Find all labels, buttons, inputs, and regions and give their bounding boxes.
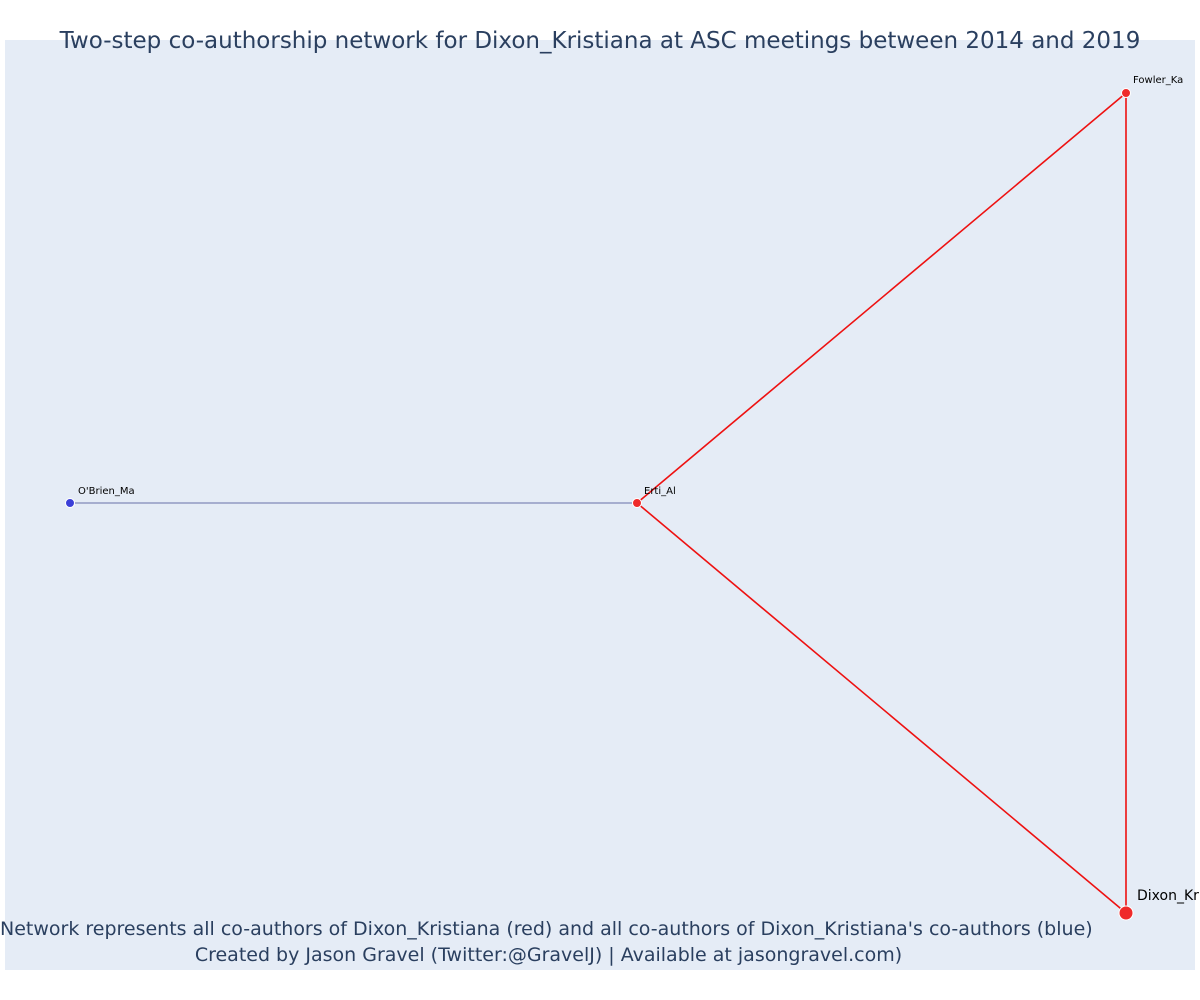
node-label-fowler-ka: Fowler_Ka — [1133, 75, 1183, 86]
node-label-erti-al: Erti_Al — [644, 486, 676, 497]
node-o-brien-ma[interactable] — [65, 498, 75, 508]
caption-line-2: Created by Jason Gravel (Twitter:@Gravel… — [194, 944, 903, 966]
plot-area — [5, 40, 1195, 970]
node-label-dixon-kristiana: Dixon_Kr — [1137, 888, 1199, 904]
node-dixon-kristiana[interactable] — [1118, 905, 1134, 921]
edge-erti-al-fowler-ka — [636, 92, 1127, 504]
node-erti-al[interactable] — [632, 498, 642, 508]
caption-line-1: Network represents all co-authors of Dix… — [0, 918, 1093, 940]
node-fowler-ka[interactable] — [1121, 88, 1131, 98]
edge-erti-al-dixon-kristiana — [636, 502, 1127, 914]
chart-title: Two-step co-authorship network for Dixon… — [59, 28, 1141, 54]
node-label-o-brien-ma: O'Brien_Ma — [78, 486, 135, 497]
